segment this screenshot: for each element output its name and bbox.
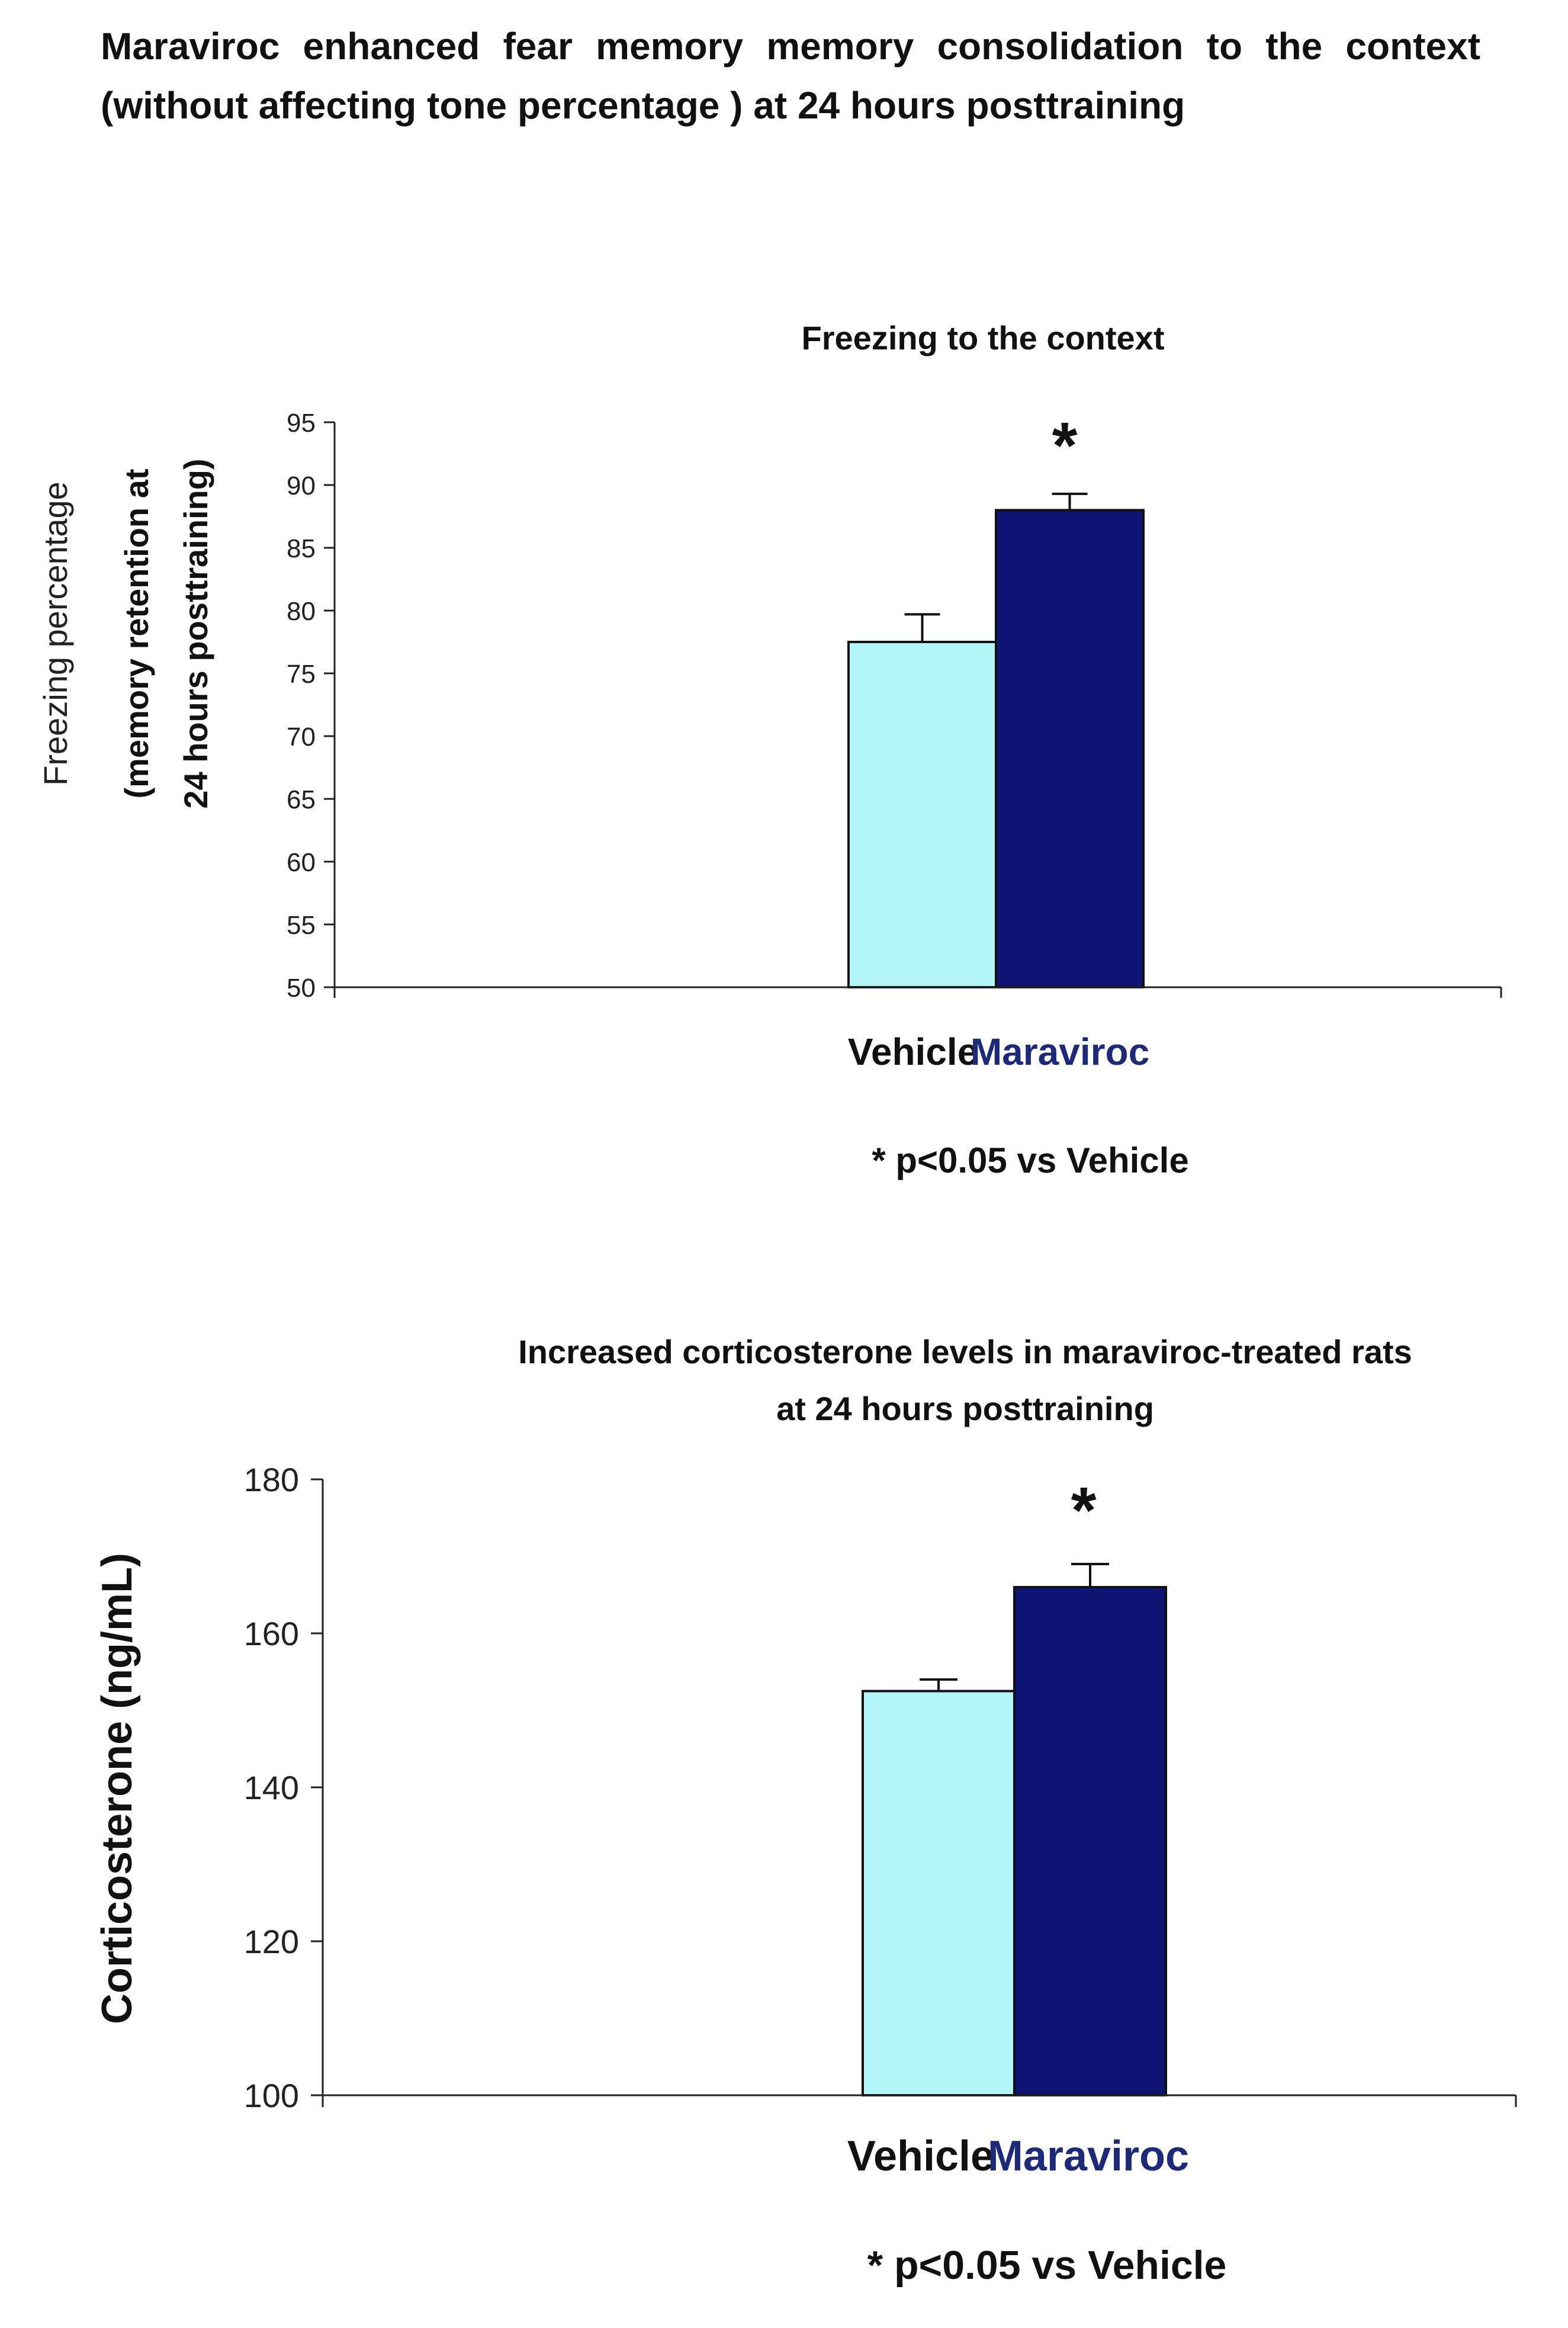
freezing-tick-marks [324, 421, 335, 988]
corticosterone-bar-vehicle [862, 1690, 1016, 2096]
corticosterone-axes [311, 1479, 1517, 2107]
figure-title: Maraviroc enhanced fear memory memory co… [101, 17, 1480, 135]
corticosterone-y-tick: 120 [244, 1923, 299, 1960]
freezing-y-tick: 80 [287, 597, 316, 626]
freezing-y-axis-label: Freezing percentage (memory retention at… [37, 458, 214, 808]
freezing-y-label-line-2: (memory retention at [118, 469, 155, 799]
freezing-y-ticks: 95 90 85 80 75 70 65 60 55 50 [287, 409, 316, 1003]
freezing-y-tick: 60 [287, 848, 316, 877]
corticosterone-chart: Increased corticosterone levels in marav… [94, 1333, 1517, 2288]
corticosterone-significance-note: * p<0.05 vs Vehicle [867, 2243, 1227, 2288]
freezing-axes [324, 422, 1502, 998]
figure-title-line-1: Maraviroc enhanced fear memory memory co… [101, 25, 1480, 68]
corticosterone-y-axis-label: Corticosterone (ng/mL) [94, 1553, 141, 2024]
corticosterone-y-tick: 160 [244, 1615, 299, 1652]
freezing-y-label-line-3: 24 hours posttraining) [177, 458, 214, 808]
freezing-y-tick: 70 [287, 723, 316, 752]
freezing-y-label-line-1: Freezing percentage [37, 481, 74, 786]
corticosterone-y-tick: 180 [244, 1461, 299, 1498]
freezing-y-tick: 90 [287, 471, 316, 500]
corticosterone-y-tick: 140 [244, 1769, 299, 1806]
freezing-y-tick: 65 [287, 785, 316, 814]
freezing-category-label-vehicle: Vehicle [848, 1030, 979, 1073]
corticosterone-category-label-maraviroc: Maraviroc [988, 2133, 1189, 2180]
corticosterone-y-ticks: 180 160 140 120 100 [244, 1461, 299, 2114]
freezing-bars [847, 492, 1145, 988]
freezing-bar-maraviroc [995, 509, 1145, 988]
corticosterone-y-tick: 100 [244, 2077, 299, 2114]
freezing-chart-title: Freezing to the context [802, 319, 1165, 357]
corticosterone-bar-maraviroc [1013, 1586, 1167, 2096]
freezing-y-tick: 95 [287, 409, 316, 438]
freezing-category-label-maraviroc: Maraviroc [971, 1030, 1149, 1073]
freezing-chart: Freezing to the context Freezing percent… [37, 319, 1502, 1180]
corticosterone-chart-title-line-2: at 24 hours posttraining [776, 1390, 1154, 1427]
freezing-bar-vehicle [847, 641, 997, 988]
freezing-y-tick: 75 [287, 660, 316, 689]
freezing-y-tick: 50 [287, 974, 316, 1003]
corticosterone-category-label-vehicle: Vehicle [847, 2133, 994, 2180]
corticosterone-bars [862, 1563, 1167, 2096]
corticosterone-significance-star: * [1071, 1474, 1097, 1547]
figure-title-line-2: (without affecting tone percentage ) at … [101, 84, 1185, 127]
freezing-significance-note: * p<0.05 vs Vehicle [872, 1141, 1188, 1180]
corticosterone-chart-title-line-1: Increased corticosterone levels in marav… [518, 1333, 1412, 1370]
freezing-y-tick: 85 [287, 534, 316, 563]
corticosterone-tick-marks [311, 1478, 323, 2096]
freezing-y-tick: 55 [287, 911, 316, 940]
freezing-significance-star: * [1052, 409, 1078, 482]
